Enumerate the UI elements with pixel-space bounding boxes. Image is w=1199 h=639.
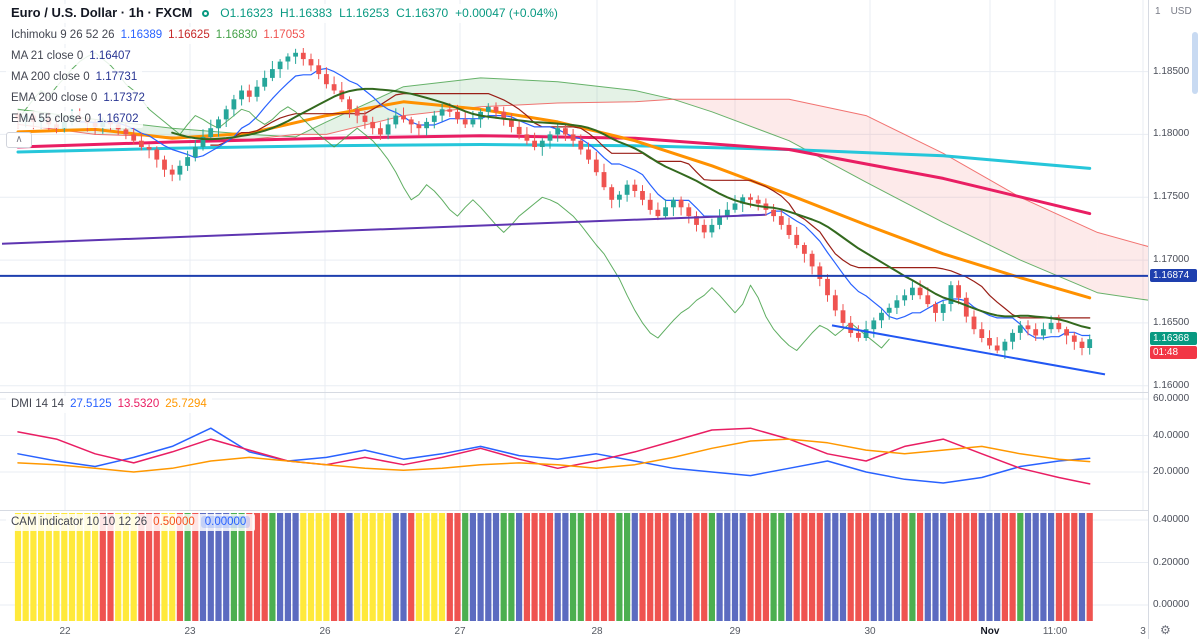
price-axis[interactable]: 1 USD 1.18500 1.18000 1.17500 1.17000 1.1650…: [1149, 0, 1199, 639]
ma21-legend-row[interactable]: MA 21 close 0 1.16407: [6, 48, 136, 65]
pane-divider[interactable]: [0, 510, 1199, 511]
time-tick-label: 3: [1140, 626, 1146, 637]
price-tick-label: 1.18000: [1153, 128, 1190, 139]
dmi-indicator-pane[interactable]: [0, 392, 1148, 510]
cam-label: CAM indicator 10 10 12 26: [11, 516, 148, 528]
time-axis[interactable]: 22 23 26 27 28 29 30 Nov 11:00 3: [0, 625, 1148, 639]
ichimoku-conversion-value: 1.16389: [120, 29, 163, 41]
ma200-label: MA 200 close 0: [11, 71, 90, 83]
main-legend: Euro / U.S. Dollar · 1h · FXCM O1.16323 H1…: [6, 4, 563, 148]
ema55-legend-row[interactable]: EMA 55 close 0 1.16702: [6, 111, 144, 128]
dmi-legend: DMI 14 14 27.5125 13.5320 25.7294: [6, 396, 212, 417]
time-tick-label: 29: [729, 626, 741, 637]
ohlc-close: C1.16370: [396, 6, 449, 20]
pane-divider[interactable]: [0, 392, 1199, 393]
price-tick-label: 1.16500: [1153, 317, 1190, 328]
price-tick-label: 1.16000: [1153, 380, 1190, 391]
dmi-minus-di-value: 25.7294: [165, 398, 207, 410]
time-tick-label: 26: [319, 626, 331, 637]
level-price-badge: 1.16874: [1150, 269, 1197, 282]
dmi-tick-label: 60.0000: [1153, 393, 1190, 404]
ema200-legend-row[interactable]: EMA 200 close 0 1.17372: [6, 90, 150, 107]
time-tick-label: 30: [864, 626, 876, 637]
ma21-label: MA 21 close 0: [11, 50, 84, 62]
last-price-badge: 1.16368: [1150, 332, 1197, 345]
ohlc-open: O1.16323: [220, 6, 274, 20]
dmi-adx-value: 27.5125: [70, 398, 112, 410]
ichimoku-legend-row[interactable]: Ichimoku 9 26 52 26 1.16389 1.16625 1.16830…: [6, 27, 310, 44]
symbol-title[interactable]: Euro / U.S. Dollar · 1h · FXCM: [11, 5, 193, 20]
axis-divider: [1148, 0, 1149, 639]
price-tick-label: 1.18500: [1153, 66, 1190, 77]
ichimoku-lead-value: 1.17053: [263, 29, 305, 41]
ema200-label: EMA 200 close 0: [11, 92, 98, 104]
ohlc-high: H1.16383: [280, 6, 333, 20]
time-tick-label: 11:00: [1042, 626, 1068, 637]
cam-legend-row[interactable]: CAM indicator 10 10 12 26 0.50000 0.00000: [6, 514, 256, 531]
countdown-badge: 01:48: [1150, 346, 1197, 359]
axis-header: 1 USD: [1155, 6, 1192, 17]
market-status-icon: [202, 10, 210, 18]
ichimoku-lagging-value: 1.16830: [215, 29, 258, 41]
ohlc-low: L1.16253: [339, 6, 390, 20]
price-change: +0.00047 (+0.04%): [455, 6, 558, 20]
cam-upper-value: 0.50000: [153, 516, 195, 528]
legend-collapse-button[interactable]: ∧: [6, 132, 32, 148]
ma200-legend-row[interactable]: MA 200 close 0 1.17731: [6, 69, 143, 86]
cam-lower-value: 0.00000: [200, 516, 251, 528]
ema55-label: EMA 55 close 0: [11, 113, 91, 125]
dmi-tick-label: 40.0000: [1153, 430, 1190, 441]
main-price-pane[interactable]: [0, 0, 1148, 392]
time-tick-label: Nov: [980, 626, 1000, 637]
cam-tick-label: 0.20000: [1153, 557, 1190, 568]
dmi-legend-row[interactable]: DMI 14 14 27.5125 13.5320 25.7294: [6, 396, 212, 413]
symbol-header-row[interactable]: Euro / U.S. Dollar · 1h · FXCM O1.16323 H1…: [6, 4, 563, 23]
time-tick-label: 28: [591, 626, 603, 637]
ema55-value: 1.16702: [96, 113, 139, 125]
ma21-value: 1.16407: [89, 50, 131, 62]
price-tick-label: 1.17000: [1153, 254, 1190, 265]
dmi-tick-label: 20.0000: [1153, 466, 1190, 477]
ema200-value: 1.17372: [103, 92, 145, 104]
chevron-up-icon: ∧: [15, 134, 23, 145]
cam-tick-label: 0.40000: [1153, 514, 1190, 525]
time-tick-label: 22: [59, 626, 71, 637]
scale-handle[interactable]: [1192, 32, 1198, 94]
cam-legend: CAM indicator 10 10 12 26 0.50000 0.00000: [6, 514, 256, 535]
settings-gear-icon[interactable]: ⚙: [1160, 623, 1171, 637]
dmi-plus-di-value: 13.5320: [117, 398, 160, 410]
currency-label[interactable]: USD: [1170, 6, 1192, 17]
merge-scale-label[interactable]: 1: [1155, 6, 1161, 17]
ma200-value: 1.17731: [95, 71, 138, 83]
time-tick-label: 23: [184, 626, 196, 637]
dmi-label: DMI 14 14: [11, 398, 65, 410]
gear-glyph: ⚙: [1160, 623, 1171, 637]
cam-tick-label: 0.00000: [1153, 599, 1190, 610]
ichimoku-base-value: 1.16625: [168, 29, 210, 41]
ichimoku-label: Ichimoku 9 26 52 26: [11, 29, 115, 41]
price-tick-label: 1.17500: [1153, 191, 1190, 202]
time-tick-label: 27: [454, 626, 466, 637]
